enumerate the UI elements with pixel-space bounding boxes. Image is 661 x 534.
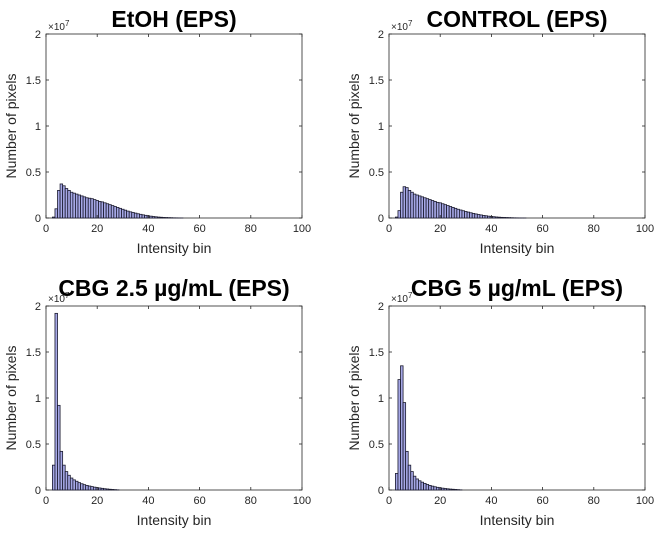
x-tick-label: 80 xyxy=(245,495,257,507)
x-tick-label: 100 xyxy=(636,495,654,507)
y-tick-label: 0 xyxy=(35,213,41,225)
y-tick-label: 2 xyxy=(378,301,384,313)
chart-panel-1: 0 20 40 60 80 100 0 0.5 1 1.5 2 ×107 EtOH (EPS) Inten… xyxy=(3,6,311,256)
axes-box xyxy=(45,33,303,219)
chart-panel-2: 0 20 40 60 80 100 0 0.5 1 1.5 2 ×107 CONTROL (EPS) In… xyxy=(346,6,654,256)
y-axis-label: Number of pixels xyxy=(3,345,19,450)
x-tick-label: 40 xyxy=(142,495,154,507)
y-exponent-label: ×107 xyxy=(48,291,70,305)
x-tick-label: 20 xyxy=(91,223,103,235)
x-tick-label: 100 xyxy=(636,223,654,235)
x-tick-label: 100 xyxy=(293,223,311,235)
histogram-bar xyxy=(54,312,58,491)
x-tick-label: 60 xyxy=(193,495,205,507)
chart-title: CBG 2.5 µg/mL (EPS) xyxy=(58,275,289,301)
y-axis-label: Number of pixels xyxy=(3,73,19,178)
y-exponent-label: ×107 xyxy=(48,19,70,33)
y-tick-label: 1.5 xyxy=(26,75,41,87)
histogram-bar xyxy=(402,402,407,491)
x-axis-label: Intensity bin xyxy=(137,240,212,256)
x-tick-label: 80 xyxy=(588,223,600,235)
x-tick-label: 40 xyxy=(485,495,497,507)
axes-box xyxy=(45,305,303,491)
y-tick-label: 2 xyxy=(35,301,41,313)
x-tick-label: 20 xyxy=(434,495,446,507)
y-tick-label: 1.5 xyxy=(369,75,384,87)
y-exponent-power: 7 xyxy=(408,19,413,28)
y-tick-label: 0.5 xyxy=(26,439,41,451)
y-axis-label: Number of pixels xyxy=(346,345,362,450)
x-tick-label: 60 xyxy=(536,495,548,507)
x-tick-label: 60 xyxy=(193,223,205,235)
y-exponent-power: 7 xyxy=(408,291,413,300)
x-tick-label: 40 xyxy=(142,223,154,235)
y-tick-label: 1.5 xyxy=(369,347,384,359)
x-tick-label: 40 xyxy=(485,223,497,235)
y-exponent-power: 7 xyxy=(65,291,70,300)
chart-title: CBG 5 µg/mL (EPS) xyxy=(411,275,623,301)
x-tick-label: 0 xyxy=(43,223,49,235)
x-tick-label: 100 xyxy=(293,495,311,507)
axes-box xyxy=(388,33,646,219)
y-exponent-label: ×107 xyxy=(391,291,413,305)
y-tick-label: 0.5 xyxy=(369,439,384,451)
y-tick-label: 1 xyxy=(35,393,41,405)
axes-box xyxy=(388,305,646,491)
y-tick-label: 2 xyxy=(35,29,41,41)
y-tick-label: 0.5 xyxy=(26,167,41,179)
histogram-bar xyxy=(57,404,61,491)
x-tick-label: 60 xyxy=(536,223,548,235)
y-tick-label: 0 xyxy=(378,213,384,225)
x-axis-label: Intensity bin xyxy=(480,240,555,256)
y-tick-label: 2 xyxy=(378,29,384,41)
x-tick-label: 80 xyxy=(245,223,257,235)
y-tick-label: 1.5 xyxy=(26,347,41,359)
x-tick-label: 20 xyxy=(434,223,446,235)
y-tick-label: 1 xyxy=(378,393,384,405)
y-exponent-power: 7 xyxy=(65,19,70,28)
x-tick-label: 0 xyxy=(386,495,392,507)
x-tick-label: 80 xyxy=(588,495,600,507)
x-tick-label: 0 xyxy=(43,495,49,507)
y-tick-label: 0 xyxy=(378,485,384,497)
chart-title: CONTROL (EPS) xyxy=(426,6,607,32)
x-axis-label: Intensity bin xyxy=(137,512,212,528)
x-tick-label: 20 xyxy=(91,495,103,507)
y-tick-label: 0.5 xyxy=(369,167,384,179)
y-tick-label: 0 xyxy=(35,485,41,497)
y-tick-label: 1 xyxy=(378,121,384,133)
x-tick-label: 0 xyxy=(386,223,392,235)
y-axis-label: Number of pixels xyxy=(346,73,362,178)
chart-title: EtOH (EPS) xyxy=(111,6,236,32)
x-axis-label: Intensity bin xyxy=(480,512,555,528)
y-exponent-label: ×107 xyxy=(391,19,413,33)
y-tick-label: 1 xyxy=(35,121,41,133)
